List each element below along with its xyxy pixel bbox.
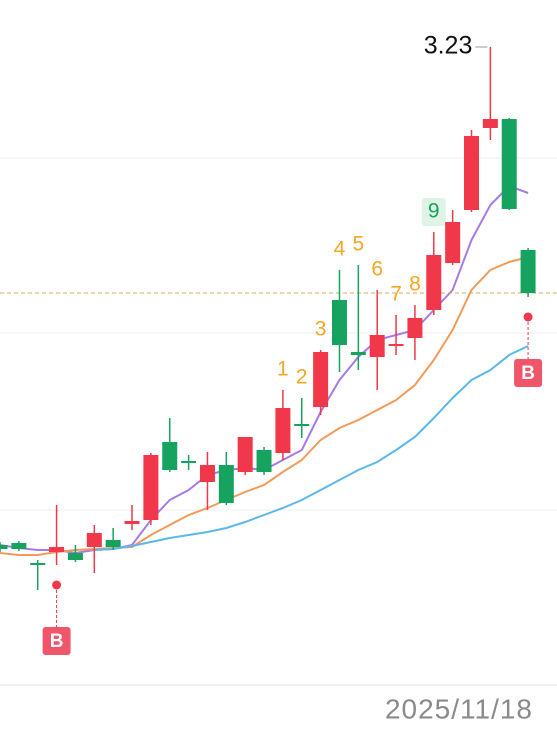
- candle-body: [275, 408, 291, 453]
- signal-label: B: [50, 631, 64, 652]
- candle-body: [520, 250, 536, 293]
- count-label: 7: [390, 283, 402, 306]
- candle-body: [218, 465, 234, 503]
- candle-body: [331, 300, 347, 345]
- count-label: 1: [277, 358, 289, 381]
- candle-body: [313, 352, 329, 407]
- count-badge: [421, 198, 446, 226]
- candle-body: [181, 461, 197, 463]
- count-label: 5: [352, 233, 364, 256]
- candle-body: [350, 352, 366, 355]
- candle-body: [369, 335, 385, 357]
- candle-body: [426, 255, 442, 310]
- count-label: 9: [428, 200, 440, 223]
- signal-badge: [42, 627, 71, 655]
- candle-body: [464, 136, 479, 210]
- candle-body: [256, 450, 272, 472]
- ma-line: [94, 345, 529, 551]
- candle-body: [67, 553, 83, 560]
- count-label: 6: [371, 258, 383, 281]
- candle-body: [124, 521, 140, 524]
- date-label: 2025/11/18: [385, 693, 533, 724]
- candle-body: [482, 119, 498, 128]
- candle-body: [445, 222, 461, 263]
- count-label: 2: [296, 366, 308, 389]
- candle-body: [143, 455, 159, 520]
- signal-badge: [514, 359, 543, 387]
- candle-body: [162, 442, 178, 470]
- candle-body: [49, 547, 65, 552]
- candle-body: [407, 318, 423, 338]
- candle-body: [30, 563, 46, 565]
- candle-body: [237, 437, 253, 472]
- candle-body: [86, 533, 102, 547]
- count-label: 8: [409, 273, 421, 296]
- signal-label: B: [521, 363, 535, 384]
- candle-body: [11, 543, 27, 549]
- max-label: 3.23: [424, 32, 473, 60]
- candle-body: [199, 465, 215, 482]
- ma-line: [0, 256, 529, 556]
- candle-body: [501, 119, 517, 209]
- count-label: 3: [315, 318, 327, 341]
- candle-body: [105, 540, 121, 547]
- candle-body: [0, 545, 8, 549]
- candle-body: [294, 424, 310, 426]
- count-label: 4: [334, 238, 346, 261]
- candle-body: [388, 344, 404, 346]
